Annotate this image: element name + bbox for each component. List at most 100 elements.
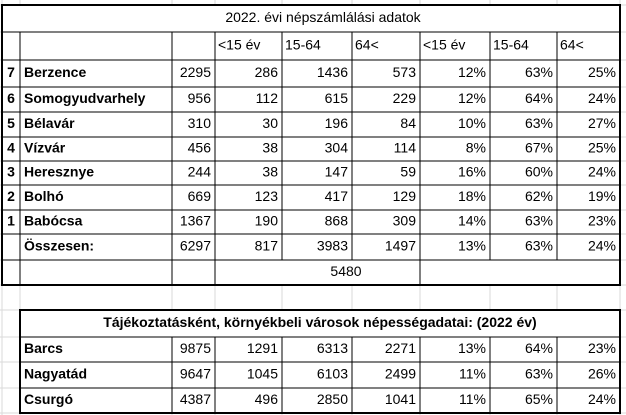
cell: 112 (256, 90, 279, 106)
cell: 496 (255, 391, 279, 407)
cell: 286 (255, 64, 279, 80)
name: Somogyudvarhely (24, 90, 146, 106)
cell: 12% (458, 90, 486, 106)
name: Bélavár (24, 115, 75, 131)
cell: 9647 (180, 366, 211, 382)
rank: 3 (7, 164, 15, 180)
name: Csurgó (24, 391, 73, 407)
cell: 1436 (317, 64, 348, 80)
column-header: 15-64 (285, 37, 321, 53)
cell: 65% (525, 391, 553, 407)
rank: 6 (7, 90, 15, 106)
column-header: <15 év (423, 37, 465, 53)
cell: 6103 (317, 366, 348, 382)
name: Babócsa (24, 213, 83, 229)
cell: 6297 (180, 238, 211, 254)
cell: 956 (188, 90, 212, 106)
cell: 456 (188, 140, 212, 156)
cell: 63% (525, 238, 553, 254)
table-border (19, 309, 621, 414)
cell: 669 (188, 188, 212, 204)
cell: 6313 (317, 340, 348, 356)
cell: 304 (325, 140, 349, 156)
cell: 1045 (247, 366, 278, 382)
cell: 60% (525, 164, 553, 180)
cell: 25% (588, 64, 616, 80)
cell: 2850 (317, 391, 348, 407)
cell: 1041 (385, 391, 416, 407)
column-header: <15 év (218, 37, 260, 53)
cell: 24% (588, 90, 616, 106)
column-header: 15-64 (493, 37, 529, 53)
cell: 59 (400, 164, 416, 180)
cell: 196 (325, 115, 349, 131)
name: Heresznye (24, 164, 94, 180)
cell: 310 (188, 115, 212, 131)
table-title: 2022. évi népszámlálási adatok (225, 9, 421, 25)
cell: 2295 (180, 64, 211, 80)
cell: 615 (325, 90, 349, 106)
cell: 25% (588, 140, 616, 156)
name: Barcs (24, 340, 63, 356)
cell: 18% (458, 188, 486, 204)
cell: 67% (525, 140, 553, 156)
cell: 23% (588, 340, 616, 356)
cell: 64% (525, 340, 553, 356)
cell: 38 (262, 140, 278, 156)
cell: 10% (458, 115, 486, 131)
cell: 2271 (385, 340, 416, 356)
cell: 23% (588, 213, 616, 229)
cell: 229 (393, 90, 417, 106)
cell: 114 (394, 140, 417, 156)
name: Bolhó (24, 188, 64, 204)
cell: 24% (588, 164, 616, 180)
cell: 573 (393, 64, 417, 80)
cell: 3983 (317, 238, 348, 254)
cell: 13% (458, 340, 486, 356)
cell: 12% (458, 64, 486, 80)
cell: 16% (458, 164, 486, 180)
cell: 11% (459, 366, 486, 382)
cell: 868 (325, 213, 349, 229)
cell: 417 (325, 188, 349, 204)
cell: 309 (393, 213, 417, 229)
total-label: Összesen: (24, 238, 94, 254)
rank: 7 (7, 64, 15, 80)
cell: 13% (458, 238, 486, 254)
cell: 24% (588, 391, 616, 407)
cell: 14% (458, 213, 486, 229)
cell: 1291 (247, 340, 278, 356)
cell: 38 (262, 164, 278, 180)
table-bg (2, 5, 620, 285)
cell: 84 (400, 115, 416, 131)
name: Nagyatád (24, 366, 87, 382)
subtotal: 5480 (330, 263, 361, 279)
cell: 1367 (180, 213, 211, 229)
cell: 26% (588, 366, 616, 382)
rank: 1 (7, 213, 15, 229)
cell: 64% (525, 90, 553, 106)
rank: 5 (7, 115, 15, 131)
cell: 9875 (180, 340, 211, 356)
cell: 2499 (385, 366, 416, 382)
cell: 63% (525, 366, 553, 382)
cell: 62% (525, 188, 553, 204)
cell: 123 (255, 188, 279, 204)
cell: 129 (393, 188, 417, 204)
rank: 2 (7, 188, 15, 204)
cell: 63% (525, 213, 553, 229)
cell: 63% (525, 115, 553, 131)
column-header: 64< (560, 37, 584, 53)
cell: 1497 (385, 238, 416, 254)
cell: 27% (588, 115, 616, 131)
cell: 24% (588, 238, 616, 254)
cell: 190 (255, 213, 279, 229)
table-border (1, 4, 621, 286)
cell: 63% (525, 64, 553, 80)
cell: 817 (255, 238, 279, 254)
table-title: Tájékoztatásként, környékbeli városok né… (103, 314, 536, 330)
name: Vízvár (24, 140, 66, 156)
cell: 147 (325, 164, 349, 180)
cell: 19% (588, 188, 616, 204)
